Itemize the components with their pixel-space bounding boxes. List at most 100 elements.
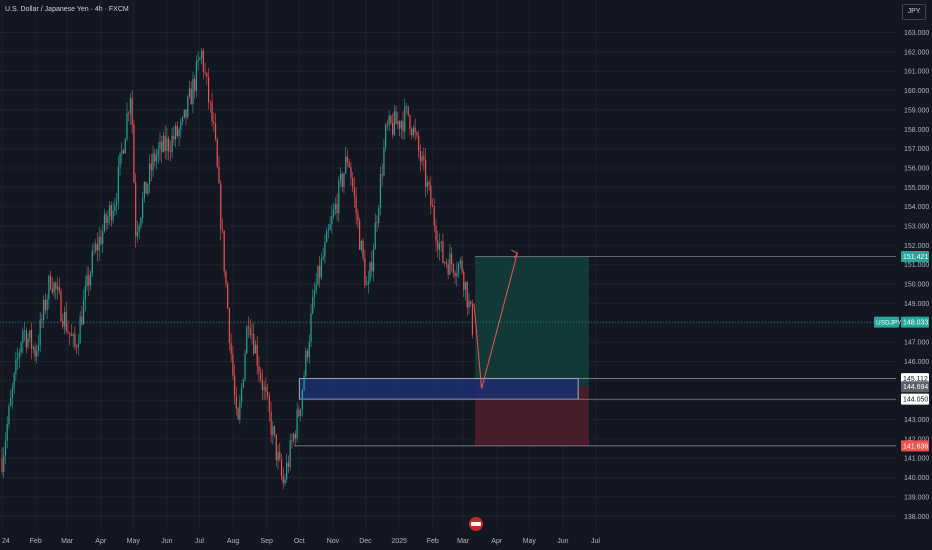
candle-body <box>345 156 347 174</box>
tradingview-logo-icon[interactable] <box>469 517 483 531</box>
candle-body <box>381 174 383 176</box>
candle-body <box>260 372 262 380</box>
projection-line <box>473 252 518 389</box>
candle-body <box>400 121 402 129</box>
candle-body <box>164 135 166 151</box>
candle-body <box>55 282 57 290</box>
price-tick: 150.000 <box>904 282 929 289</box>
candle-body <box>76 346 78 348</box>
candle-body <box>84 285 86 300</box>
candle-body <box>280 459 283 477</box>
currency-button[interactable]: JPY <box>902 4 926 20</box>
time-tick: Feb <box>427 538 439 545</box>
candle-body <box>30 330 33 349</box>
time-tick: May <box>127 538 141 545</box>
candle-body <box>119 153 121 167</box>
candle-body <box>379 174 382 209</box>
candle-body <box>299 409 302 416</box>
time-tick: Nov <box>327 538 340 545</box>
candle-body <box>82 299 85 325</box>
candle-body <box>227 283 229 309</box>
candle-body <box>201 50 203 58</box>
candle-body <box>136 231 139 237</box>
candle-body <box>175 125 177 140</box>
candle-body <box>247 326 250 328</box>
time-axis[interactable]: 24 Feb Mar Apr May Jun Jul Aug Sep Oct Nov Dec 2025 F… <box>2 538 600 545</box>
candle-body <box>197 59 199 62</box>
candle-body <box>372 249 375 272</box>
price-label: 151.421 <box>903 254 928 261</box>
candle-body <box>98 236 100 251</box>
candle-body <box>444 262 446 263</box>
candle-body <box>67 330 69 333</box>
candle-body <box>88 275 90 286</box>
time-tick: Jul <box>195 538 204 545</box>
candle-body <box>272 426 274 436</box>
candle-body <box>232 354 234 376</box>
candle-body <box>449 253 451 275</box>
candle-body <box>194 78 196 91</box>
time-tick: Jun <box>161 538 172 545</box>
candle-body <box>470 301 472 304</box>
candle-body <box>142 198 144 218</box>
candle-body <box>293 434 295 442</box>
candle-body <box>367 281 369 285</box>
candle-body <box>17 357 19 360</box>
candle-body <box>301 389 303 410</box>
candle-body <box>122 150 125 154</box>
candle-body <box>129 98 132 114</box>
time-tick: 2025 <box>391 538 407 545</box>
candle-body <box>412 127 415 136</box>
candle-body <box>93 250 95 252</box>
candle-body <box>254 344 257 354</box>
candle-body <box>126 113 128 140</box>
price-label-box <box>901 440 929 452</box>
candle-body <box>284 479 286 484</box>
candle-body <box>8 405 10 425</box>
price-tick: 158.000 <box>904 127 929 134</box>
candle-body <box>50 275 52 289</box>
candle-body <box>317 265 319 285</box>
candle-body <box>251 334 253 336</box>
time-tick: Apr <box>95 538 107 545</box>
candle-body <box>53 282 55 293</box>
candle-body <box>117 166 119 202</box>
candle-body <box>416 132 418 136</box>
candle-body <box>445 262 448 264</box>
candle-body <box>459 260 461 264</box>
candle-body <box>244 353 246 380</box>
time-tick: Jul <box>591 538 600 545</box>
candle-body <box>268 396 270 412</box>
candle-body <box>346 156 349 163</box>
last-price-box <box>901 316 929 328</box>
candle-body <box>211 102 213 122</box>
candle-body <box>258 366 260 373</box>
candle-body <box>319 265 321 278</box>
price-label-box <box>901 251 929 263</box>
price-tick: 163.000 <box>904 30 929 37</box>
time-tick: Sep <box>261 538 274 545</box>
candle-body <box>239 402 241 420</box>
candle-body <box>36 350 38 357</box>
candle-body <box>162 135 165 152</box>
price-tick: 143.000 <box>904 417 929 424</box>
candle-body <box>277 452 279 461</box>
candle-body <box>183 109 185 118</box>
candle-body <box>225 271 227 284</box>
time-tick: Mar <box>457 538 470 545</box>
candle-body <box>362 240 364 259</box>
candle-body <box>133 124 135 183</box>
candle-body <box>242 379 244 388</box>
candle-body <box>431 205 434 207</box>
candle-body <box>249 327 251 336</box>
price-tick: 157.000 <box>904 146 929 153</box>
price-tick: 156.000 <box>904 165 929 172</box>
candle-body <box>72 334 74 337</box>
candle-body <box>374 222 376 250</box>
time-tick: Apr <box>491 538 503 545</box>
candle-body <box>246 326 248 354</box>
price-tick: 141.000 <box>904 456 929 463</box>
candle-body <box>355 196 357 214</box>
candle-body <box>235 395 237 409</box>
